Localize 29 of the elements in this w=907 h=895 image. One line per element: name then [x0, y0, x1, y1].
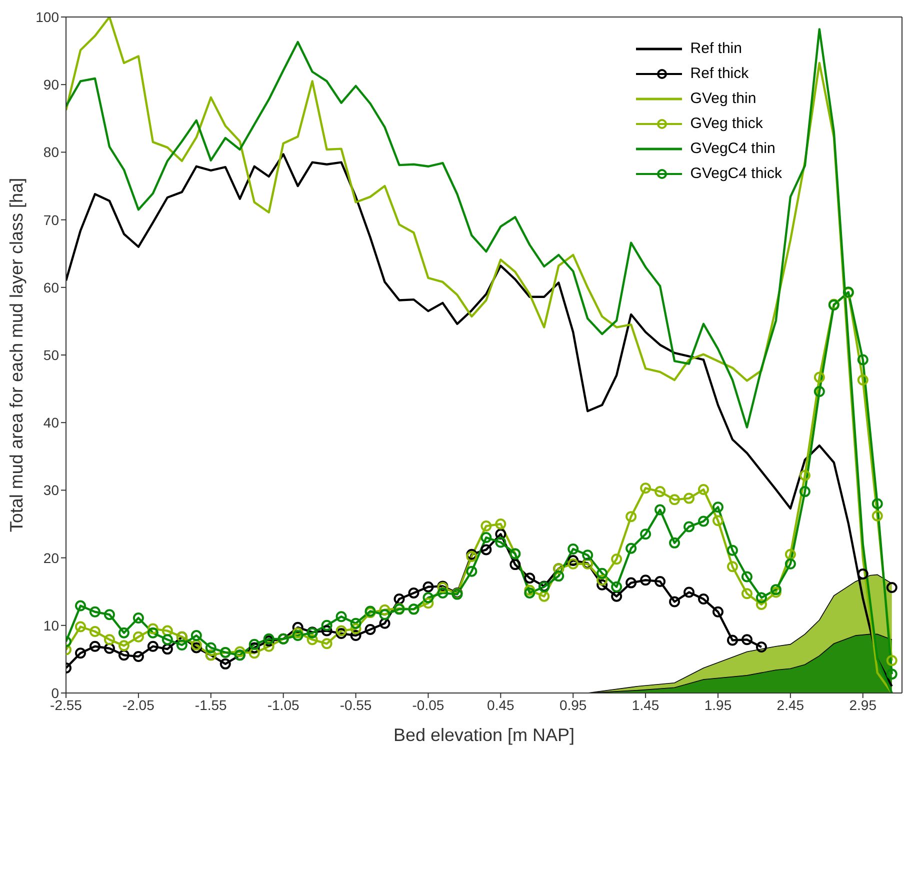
y-tick-label: 80 [43, 144, 60, 160]
x-tick-label: -1.55 [194, 696, 228, 713]
x-tick-label: 1.95 [704, 696, 732, 713]
x-tick-label: 0.45 [487, 696, 514, 713]
legend-label: Ref thin [690, 40, 742, 57]
legend-label: Ref thick [690, 65, 749, 82]
y-axis-title: Total mud area for each mud layer class [ha] [6, 178, 26, 532]
x-tick-label: 2.95 [849, 696, 877, 713]
x-tick-label: -0.55 [340, 696, 372, 713]
y-tick-label: 30 [43, 482, 60, 498]
x-tick-label: 1.45 [632, 696, 660, 713]
y-tick-label: 90 [43, 76, 60, 93]
y-tick-label: 100 [36, 8, 60, 25]
legend-label: GVeg thick [690, 115, 763, 132]
y-tick-label: 70 [43, 212, 60, 228]
x-tick-label: -0.05 [412, 696, 444, 713]
x-axis-title: Bed elevation [m NAP] [393, 725, 575, 745]
y-tick-label: 20 [43, 550, 60, 566]
y-tick-label: 50 [43, 346, 60, 363]
x-tick-label: -2.05 [122, 696, 155, 713]
x-tick-label: -1.05 [267, 696, 300, 713]
y-tick-label: 40 [43, 414, 60, 431]
x-tick-label: 2.45 [776, 696, 804, 713]
y-tick-label: 10 [43, 617, 60, 634]
x-tick-label: 0.95 [559, 696, 587, 713]
y-tick-label: 60 [43, 279, 60, 296]
legend-label: GVegC4 thick [690, 165, 782, 182]
legend-label: GVeg thin [690, 90, 756, 107]
legend-label: GVegC4 thin [690, 140, 776, 157]
